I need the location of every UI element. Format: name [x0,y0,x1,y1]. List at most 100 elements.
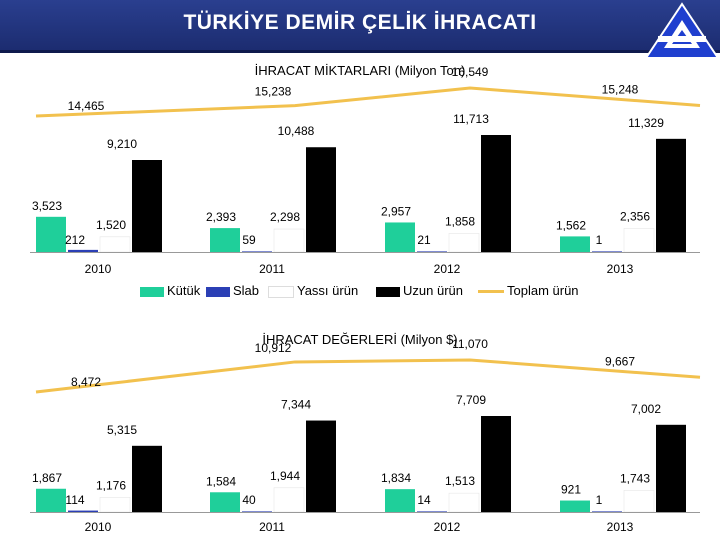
bar-yassi-2013 [623,489,655,513]
data-label-slab-2013: 1 [596,233,603,247]
data-label-yassi-2011: 1,944 [270,469,300,483]
line-label-toplam-2012: 11,070 [452,337,488,351]
data-label-yassi-2013: 2,356 [620,209,650,223]
line-label-toplam-2012: 16,549 [452,65,489,79]
x-tick-label-2011: 2011 [259,520,285,534]
legend-label-uzun: Uzun ürün [403,283,463,298]
data-label-uzun-2010: 5,315 [107,423,137,437]
bar-slab-2013 [592,251,622,252]
legend-swatch-uzun [376,286,400,297]
bar-uzun-2013 [656,424,686,512]
data-label-kutuk-2012: 2,957 [381,204,411,218]
legend-label-toplam: Toplam ürün [507,283,579,298]
bar-yassi-2012 [448,233,480,253]
data-label-uzun-2011: 7,344 [281,398,311,412]
legend-label-yassi: Yassı ürün [297,283,359,298]
data-label-slab-2011: 59 [242,233,256,247]
bar-uzun-2013 [656,138,686,252]
legend-label-kutuk: Kütük [167,283,201,298]
legend-item-uzun: Uzun ürün [376,283,463,298]
bar-yassi-2010 [99,497,131,513]
line-label-toplam-2010: 8,472 [71,375,101,389]
data-label-slab-2010: 212 [65,233,85,247]
data-label-kutuk-2011: 2,393 [206,210,236,224]
line-toplam [35,358,701,394]
title-bar: TÜRKİYE DEMİR ÇELİK İHRACATI [0,0,720,53]
data-label-yassi-2012: 1,858 [445,214,475,228]
data-label-yassi-2013: 1,743 [620,471,650,485]
legend-item-slab: Slab [206,283,259,298]
bar-kutuk-2012 [385,222,415,252]
data-label-slab-2011: 40 [242,493,256,507]
bar-slab-2010 [68,510,98,512]
bar-slab-2011 [242,251,272,252]
data-label-uzun-2013: 11,329 [628,116,664,130]
x-tick-label-2012: 2012 [434,262,461,276]
data-label-uzun-2012: 11,713 [453,112,489,126]
bar-kutuk-2012 [385,489,415,512]
legend-item-kutuk: Kütük [140,283,200,298]
chart-legend: Kütük Slab Yassı ürün Uzun ürün Toplam ü… [140,283,620,301]
bar-slab-2011 [242,511,272,512]
data-label-uzun-2012: 7,709 [456,393,486,407]
bar-yassi-2011 [273,487,305,513]
data-label-yassi-2012: 1,513 [445,474,475,488]
bar-uzun-2012 [481,416,511,512]
legend-swatch-kutuk [140,286,164,297]
data-label-uzun-2013: 7,002 [631,402,661,416]
triangle-a-logo-icon [644,2,720,59]
bar-uzun-2011 [306,147,336,252]
data-label-uzun-2011: 10,488 [278,124,315,138]
bar-yassi-2012 [448,492,480,513]
x-tick-label-2013: 2013 [607,520,634,534]
data-label-kutuk-2012: 1,834 [381,471,411,485]
bar-kutuk-2011 [210,492,240,512]
legend-swatch-yassi [268,285,294,298]
line-toplam [35,86,701,118]
data-label-uzun-2010: 9,210 [107,137,137,151]
data-label-slab-2013: 1 [596,493,603,507]
data-label-kutuk-2013: 1,562 [556,218,586,232]
bar-slab-2012 [417,251,447,252]
legend-line-toplam [478,290,504,294]
page-title: TÜRKİYE DEMİR ÇELİK İHRACATI [183,11,537,34]
chart-title: İHRACAT MİKTARLARI (Milyon Ton) [255,63,466,78]
data-label-yassi-2011: 2,298 [270,210,300,224]
data-label-slab-2012: 21 [417,233,431,247]
legend-label-slab: Slab [233,283,260,298]
bar-yassi-2011 [273,228,305,253]
line-label-toplam-2011: 10,912 [255,341,292,355]
x-tick-label-2011: 2011 [259,262,285,276]
bar-yassi-2010 [99,236,131,253]
data-label-kutuk-2010: 1,867 [32,471,62,485]
bar-kutuk-2013 [560,236,590,252]
bar-kutuk-2010 [36,216,66,252]
line-label-toplam-2013: 15,248 [602,82,639,96]
data-label-slab-2010: 114 [65,493,84,507]
bar-uzun-2010 [132,160,162,252]
data-label-kutuk-2010: 3,523 [32,199,62,213]
line-label-toplam-2010: 14,465 [68,99,105,113]
x-tick-label-2012: 2012 [434,520,461,534]
line-label-toplam-2013: 9,667 [605,354,635,368]
bar-kutuk-2013 [560,500,590,512]
x-tick-label-2010: 2010 [85,262,112,276]
bar-yassi-2013 [623,228,655,253]
data-label-yassi-2010: 1,176 [96,478,126,492]
bar-uzun-2010 [132,445,162,512]
bar-slab-2010 [68,249,98,252]
x-tick-label-2013: 2013 [607,262,634,276]
chart-title: İHRACAT DEĞERLERİ (Milyon $) [262,332,457,347]
bar-slab-2012 [417,511,447,512]
data-label-kutuk-2013: 921 [561,483,581,497]
legend-swatch-slab [206,286,230,297]
bar-uzun-2012 [481,135,511,252]
data-label-yassi-2010: 1,520 [96,218,126,232]
bar-kutuk-2011 [210,228,240,252]
line-label-toplam-2011: 15,238 [255,85,292,99]
x-tick-label-2010: 2010 [85,520,112,534]
bar-kutuk-2010 [36,488,66,512]
bar-uzun-2011 [306,420,336,512]
data-label-slab-2012: 14 [417,493,431,507]
